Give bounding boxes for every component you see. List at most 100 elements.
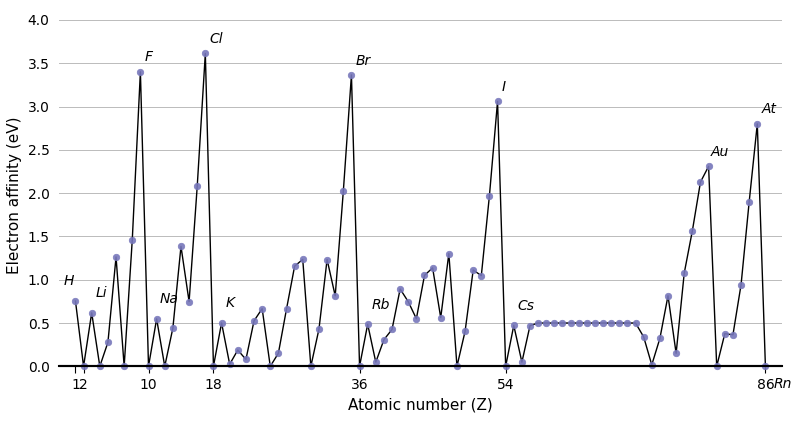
Text: Au: Au xyxy=(711,145,730,159)
Point xyxy=(581,319,594,326)
Point xyxy=(77,363,90,370)
Point xyxy=(646,362,658,368)
Point xyxy=(386,326,398,333)
Point xyxy=(556,319,569,326)
Point xyxy=(507,322,520,329)
Point xyxy=(491,98,504,105)
Point xyxy=(337,188,350,195)
Point xyxy=(418,272,431,279)
Point xyxy=(466,267,479,273)
Point xyxy=(362,321,374,327)
Point xyxy=(450,363,463,370)
Point xyxy=(313,326,326,333)
Point xyxy=(589,319,602,326)
Text: Li: Li xyxy=(96,286,107,300)
Point xyxy=(394,286,406,292)
Point xyxy=(321,256,334,263)
Text: K: K xyxy=(226,296,234,310)
Point xyxy=(524,322,537,329)
Point xyxy=(742,198,755,205)
Point xyxy=(94,363,106,370)
Point xyxy=(410,315,422,322)
Point xyxy=(564,319,577,326)
Point xyxy=(670,350,682,357)
Point xyxy=(434,314,447,321)
Point xyxy=(166,325,179,332)
Point xyxy=(475,272,488,279)
Text: H: H xyxy=(63,274,74,288)
Point xyxy=(142,363,155,370)
Text: Br: Br xyxy=(355,54,370,68)
Point xyxy=(305,363,318,370)
Point xyxy=(499,363,512,370)
Point xyxy=(759,363,772,370)
Point xyxy=(613,319,626,326)
Point xyxy=(110,254,122,260)
Point xyxy=(118,363,130,370)
Point xyxy=(548,319,561,326)
Point xyxy=(215,319,228,326)
Point xyxy=(702,163,715,170)
Point xyxy=(532,319,545,326)
Text: At: At xyxy=(762,103,776,116)
Point xyxy=(597,319,610,326)
Point xyxy=(629,319,642,326)
Point xyxy=(272,350,285,357)
Point xyxy=(288,263,301,270)
Point xyxy=(150,316,163,322)
Point xyxy=(223,361,236,368)
Point xyxy=(69,298,82,304)
Y-axis label: Electron affinity (eV): Electron affinity (eV) xyxy=(7,116,22,274)
Point xyxy=(231,346,244,353)
Point xyxy=(199,50,212,57)
Text: Cl: Cl xyxy=(210,32,223,46)
Point xyxy=(191,183,204,190)
Point xyxy=(402,298,414,305)
Point xyxy=(654,335,666,342)
Point xyxy=(239,356,252,363)
Text: F: F xyxy=(145,50,153,65)
Point xyxy=(710,363,723,370)
Point xyxy=(345,72,358,78)
Point xyxy=(442,250,455,257)
Point xyxy=(353,363,366,370)
Text: Cs: Cs xyxy=(518,299,535,313)
Point xyxy=(86,309,98,316)
Point xyxy=(734,281,747,288)
Text: I: I xyxy=(502,80,506,94)
Point xyxy=(718,330,731,337)
Point xyxy=(296,256,309,263)
Point xyxy=(751,120,764,127)
Point xyxy=(426,265,439,271)
Point xyxy=(458,328,471,335)
Point xyxy=(678,270,690,276)
Point xyxy=(126,236,138,243)
Point xyxy=(621,319,634,326)
Point xyxy=(207,363,220,370)
Point xyxy=(686,227,698,234)
Point xyxy=(158,363,171,370)
Point xyxy=(515,359,528,365)
Text: Rb: Rb xyxy=(372,298,390,311)
Point xyxy=(280,306,293,312)
Point xyxy=(605,319,618,326)
Point xyxy=(134,68,146,75)
Point xyxy=(378,336,390,343)
X-axis label: Atomic number (Z): Atomic number (Z) xyxy=(348,398,493,413)
Point xyxy=(264,363,277,370)
Point xyxy=(182,298,195,305)
Point xyxy=(102,339,114,346)
Point xyxy=(256,305,269,312)
Point xyxy=(694,179,707,185)
Point xyxy=(662,292,674,299)
Point xyxy=(638,333,650,340)
Text: Na: Na xyxy=(160,292,178,306)
Point xyxy=(370,359,382,365)
Point xyxy=(248,317,261,324)
Point xyxy=(540,319,553,326)
Point xyxy=(726,331,739,338)
Point xyxy=(329,292,342,299)
Point xyxy=(483,192,496,199)
Text: Rn: Rn xyxy=(774,377,792,391)
Point xyxy=(174,243,187,250)
